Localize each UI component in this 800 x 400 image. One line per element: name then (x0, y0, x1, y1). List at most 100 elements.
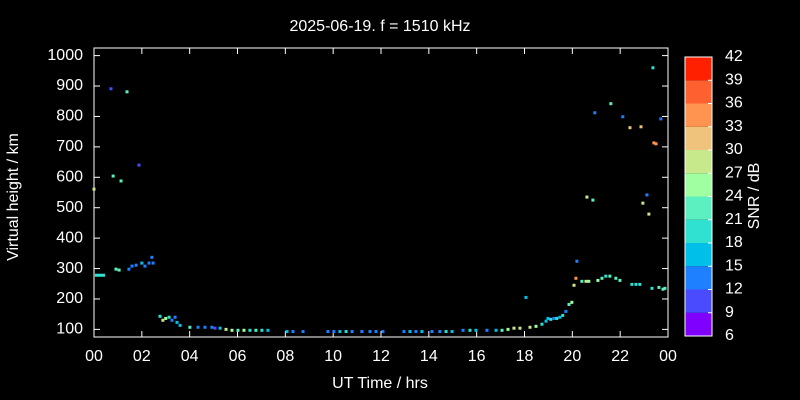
point (506, 327, 510, 331)
point (570, 300, 574, 304)
colorbar-tick-label: 24 (725, 188, 743, 205)
point (512, 326, 516, 330)
point (630, 282, 634, 286)
point (414, 330, 418, 334)
point (167, 315, 171, 319)
point (593, 111, 597, 115)
point (213, 326, 217, 330)
point (134, 263, 138, 267)
point (218, 326, 222, 330)
colorbar-tick-label: 33 (725, 118, 743, 135)
y-tick-label: 600 (56, 169, 83, 186)
point (173, 315, 177, 319)
y-axis-label: Virtual height / km (5, 133, 22, 261)
y-tick-label: 200 (56, 290, 83, 307)
colorbar-tick-label: 12 (725, 281, 743, 298)
point (127, 267, 131, 271)
point (102, 273, 106, 277)
colorbar-tick-label: 9 (725, 304, 734, 321)
point (580, 279, 584, 283)
x-tick-label: 04 (181, 348, 199, 365)
point (567, 302, 571, 306)
point (114, 267, 118, 271)
y-tick-label: 300 (56, 260, 83, 277)
point (326, 330, 330, 334)
x-tick-label: 00 (659, 348, 677, 365)
point (210, 325, 214, 329)
colorbar-tick-label: 6 (725, 327, 734, 344)
point (164, 316, 168, 320)
point (242, 328, 246, 332)
point (266, 328, 270, 332)
point (572, 283, 576, 287)
point (659, 117, 663, 121)
colorbar-tick-label: 27 (725, 164, 743, 181)
colorbar-segment (685, 103, 712, 127)
point (285, 330, 289, 334)
x-tick-label: 18 (516, 348, 534, 365)
point (604, 274, 608, 278)
y-tick-label: 400 (56, 229, 83, 246)
point (420, 330, 424, 334)
point (350, 330, 354, 334)
point (175, 320, 179, 324)
y-tick-label: 700 (56, 138, 83, 155)
colorbar-segment (685, 126, 712, 150)
x-tick-label: 14 (420, 348, 438, 365)
point (188, 325, 192, 329)
point (161, 318, 165, 322)
point (196, 325, 200, 329)
x-axis-label: UT Time / hrs (332, 375, 428, 392)
x-tick-label: 20 (563, 348, 581, 365)
point (374, 330, 378, 334)
colorbar-segment (685, 150, 712, 174)
point (248, 328, 252, 332)
point (97, 273, 101, 277)
point (291, 330, 295, 334)
colorbar-tick-label: 36 (725, 95, 743, 112)
point (614, 276, 618, 280)
point (657, 285, 661, 289)
point (111, 174, 115, 178)
point (260, 328, 264, 332)
point (170, 318, 174, 322)
point (203, 325, 207, 329)
x-tick-label: 12 (372, 348, 390, 365)
colorbar-segment (685, 289, 712, 313)
point (119, 179, 123, 183)
colorbar-tick-label: 21 (725, 211, 743, 228)
point (518, 326, 522, 330)
point (621, 115, 625, 119)
point (402, 330, 406, 334)
x-tick-label: 10 (324, 348, 342, 365)
point (661, 287, 665, 291)
x-tick-label: 16 (468, 348, 486, 365)
point (158, 314, 162, 318)
point (628, 126, 632, 130)
point (552, 316, 556, 320)
y-tick-label: 900 (56, 77, 83, 94)
x-tick-label: 02 (133, 348, 151, 365)
colorbar-segment (685, 243, 712, 267)
colorbar-tick-label: 30 (725, 141, 743, 158)
point (645, 193, 649, 197)
point (254, 328, 258, 332)
colorbar-tick-label: 39 (725, 71, 743, 88)
point (609, 102, 613, 106)
point (301, 330, 305, 334)
point (575, 259, 579, 263)
x-tick-label: 06 (229, 348, 247, 365)
colorbar-segment (685, 196, 712, 220)
point (564, 309, 568, 313)
point (468, 328, 472, 332)
point (600, 276, 604, 280)
point (438, 330, 442, 334)
point (500, 328, 504, 332)
point (639, 125, 643, 129)
point (408, 330, 412, 334)
point (650, 286, 654, 290)
y-tick-label: 1000 (47, 47, 83, 64)
point (528, 325, 532, 329)
